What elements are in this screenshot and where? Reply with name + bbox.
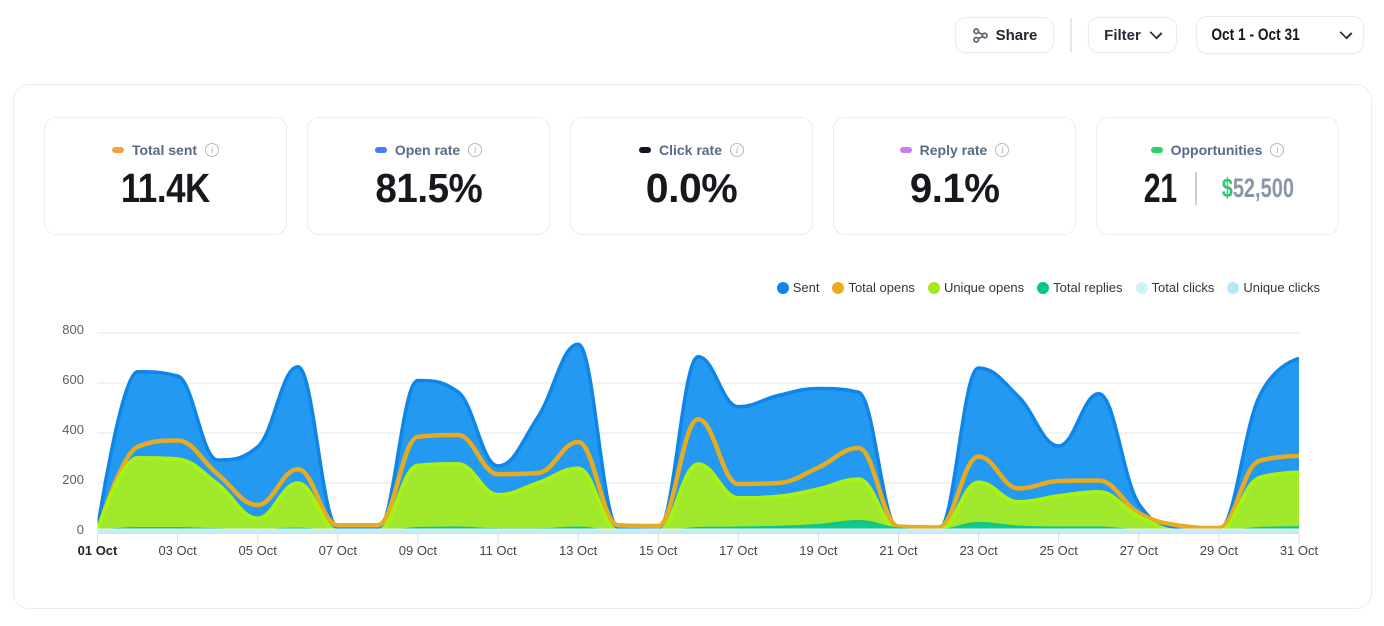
svg-text:31 Oct: 31 Oct	[1280, 543, 1319, 558]
svg-text:21 Oct: 21 Oct	[879, 543, 918, 558]
svg-text:25 Oct: 25 Oct	[1040, 543, 1079, 558]
svg-text:27 Oct: 27 Oct	[1120, 543, 1159, 558]
svg-text:05 Oct: 05 Oct	[239, 543, 278, 558]
svg-text:19 Oct: 19 Oct	[799, 543, 838, 558]
svg-text:400: 400	[62, 422, 84, 437]
svg-text:13 Oct: 13 Oct	[559, 543, 598, 558]
svg-text:17 Oct: 17 Oct	[719, 543, 758, 558]
svg-text:23 Oct: 23 Oct	[959, 543, 998, 558]
svg-text:07 Oct: 07 Oct	[319, 543, 358, 558]
svg-text:01 Oct: 01 Oct	[78, 543, 118, 558]
svg-text:200: 200	[62, 472, 84, 487]
svg-text:03 Oct: 03 Oct	[158, 543, 197, 558]
svg-text:29 Oct: 29 Oct	[1200, 543, 1239, 558]
svg-text:15 Oct: 15 Oct	[639, 543, 678, 558]
svg-text:800: 800	[62, 322, 84, 337]
svg-text:600: 600	[62, 372, 84, 387]
svg-text:0: 0	[77, 522, 84, 537]
svg-text:11 Oct: 11 Oct	[479, 543, 517, 558]
svg-text:09 Oct: 09 Oct	[399, 543, 438, 558]
